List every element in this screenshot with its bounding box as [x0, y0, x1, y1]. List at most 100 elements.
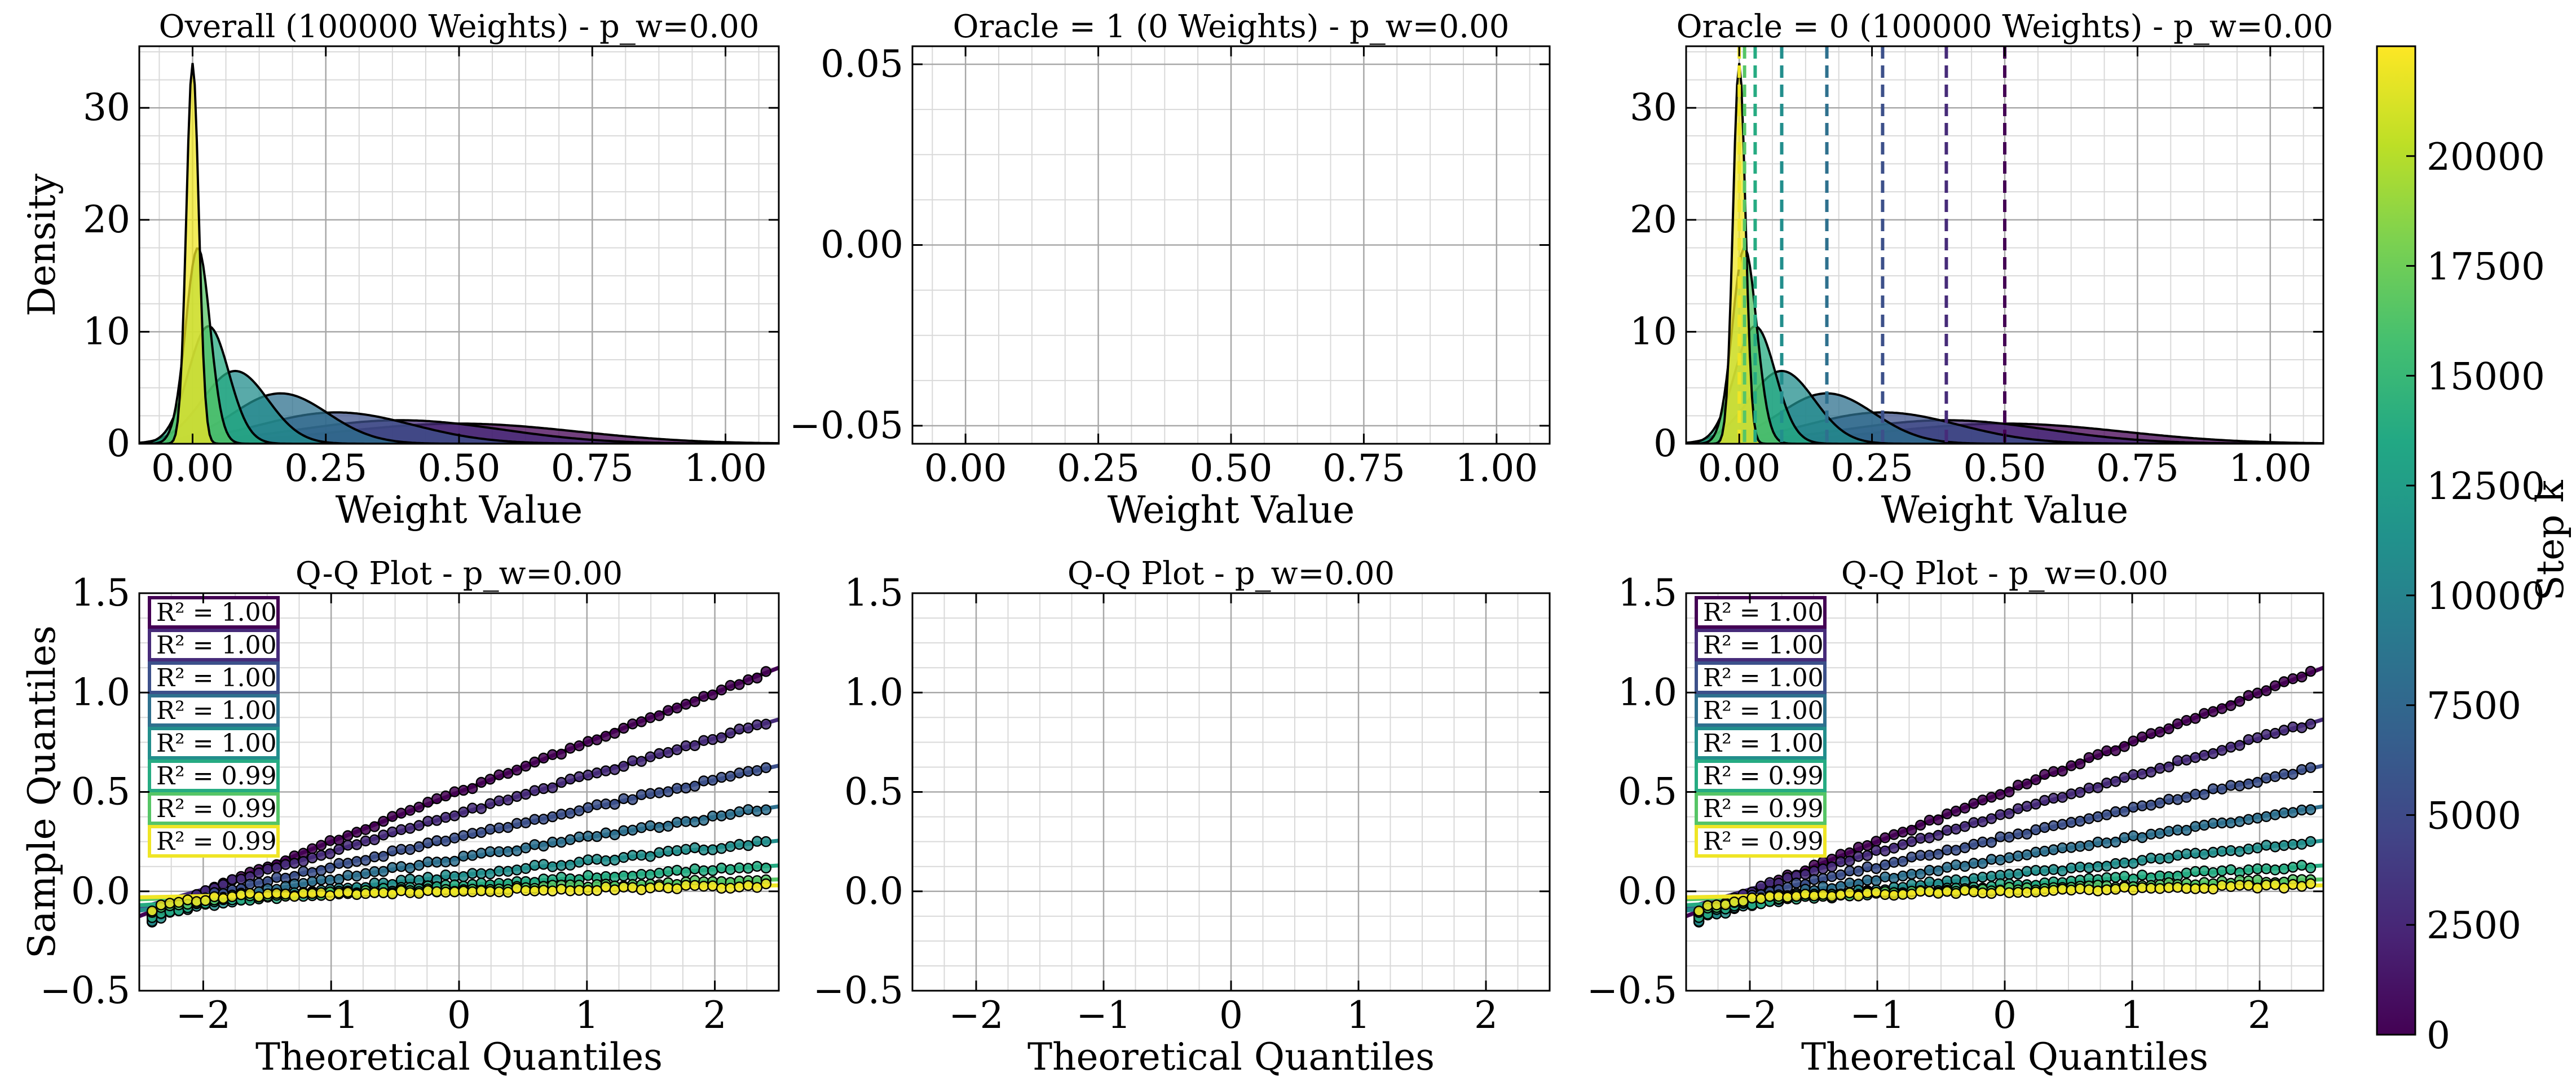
qq-point-step-11000 — [2243, 844, 2255, 855]
qq-point-step-2750 — [627, 755, 638, 767]
qq-point-step-11000 — [2296, 838, 2308, 850]
qq-point-step-0 — [547, 749, 558, 761]
qq-point-step-8250 — [502, 846, 514, 858]
qq-point-step-8250 — [600, 827, 612, 838]
y-tick-label: 30 — [83, 86, 130, 129]
qq-point-step-2750 — [680, 740, 692, 752]
qq-point-step-8250 — [1995, 854, 2006, 866]
qq-point-step-0 — [1977, 794, 1988, 806]
r2-label-step-0: R² = 1.00 — [1703, 598, 1824, 627]
qq-point-step-11000 — [2172, 850, 2184, 861]
qq-point-step-2750 — [698, 735, 709, 747]
qq-point-step-8250 — [751, 805, 763, 817]
qq-point-step-5500 — [1790, 877, 1802, 889]
qq-point-step-5500 — [467, 828, 478, 839]
qq-point-step-2750 — [2145, 766, 2157, 778]
qq-point-step-8250 — [538, 840, 549, 852]
qq-point-step-22000 — [2252, 882, 2263, 894]
qq-point-step-22000 — [2012, 886, 2024, 898]
qq-point-step-2750 — [2004, 808, 2015, 819]
qq-point-step-8250 — [1942, 862, 1953, 873]
panel-6: R² = 1.00 R² = 1.00 R² = 1.00 R² = 1.00 R² =… — [1587, 555, 2324, 1079]
qq-point-step-22000 — [2092, 885, 2103, 897]
qq-point-step-22000 — [555, 884, 567, 895]
qq-point-step-11000 — [520, 863, 531, 875]
qq-point-step-2750 — [2128, 769, 2139, 780]
qq-point-step-22000 — [1711, 899, 1722, 911]
qq-point-step-5500 — [2181, 792, 2193, 803]
qq-point-step-22000 — [413, 888, 425, 899]
panel-1: 0.00 0.25 0.50 0.75 1.00 0 10 20 30 Overall (1000… — [20, 8, 780, 532]
qq-point-step-11000 — [369, 877, 380, 889]
qq-point-step-0 — [698, 691, 709, 702]
qq-point-step-8250 — [2012, 850, 2024, 862]
qq-point-step-22000 — [449, 886, 460, 898]
qq-point-step-5500 — [2154, 797, 2165, 809]
qq-point-step-0 — [387, 811, 398, 822]
qq-point-step-5500 — [636, 789, 647, 801]
qq-point-step-5500 — [751, 765, 763, 776]
y-tick-label: −0.5 — [813, 969, 903, 1012]
qq-point-step-11000 — [2092, 861, 2103, 872]
qq-point-step-2750 — [1862, 850, 1873, 862]
qq-point-step-2750 — [2048, 792, 2059, 804]
qq-point-step-5500 — [511, 818, 523, 829]
qq-point-step-8250 — [2119, 832, 2130, 844]
y-tick-label: 0.0 — [71, 869, 130, 913]
qq-point-step-11000 — [564, 859, 576, 871]
qq-point-step-13750 — [645, 869, 656, 881]
qq-point-step-5500 — [663, 786, 674, 797]
qq-point-step-22000 — [1906, 888, 1917, 900]
qq-point-step-2750 — [2198, 749, 2210, 761]
qq-point-step-8250 — [1977, 858, 1988, 869]
qq-point-step-0 — [315, 840, 327, 851]
qq-point-step-0 — [2066, 760, 2077, 771]
r2-label-step-13750: R² = 0.99 — [1703, 762, 1824, 791]
qq-point-step-13750 — [2278, 863, 2290, 875]
qq-point-step-8250 — [2074, 841, 2086, 852]
qq-point-step-0 — [2216, 703, 2227, 714]
qq-point-step-5500 — [583, 802, 594, 814]
qq-point-step-0 — [555, 748, 567, 760]
qq-point-step-2750 — [1942, 824, 1953, 836]
qq-point-step-22000 — [574, 885, 585, 896]
qq-point-step-5500 — [2287, 769, 2299, 780]
qq-point-step-22000 — [609, 884, 620, 895]
qq-point-step-0 — [1986, 792, 1997, 803]
qq-point-step-11000 — [2190, 847, 2201, 859]
qq-point-step-0 — [2145, 728, 2157, 739]
qq-point-step-22000 — [1835, 889, 1846, 900]
qq-point-step-2750 — [484, 798, 496, 809]
qq-point-step-13750 — [2216, 865, 2227, 877]
qq-point-step-8250 — [333, 873, 345, 885]
qq-point-step-22000 — [2296, 881, 2308, 892]
qq-point-step-2750 — [2110, 776, 2121, 787]
qq-point-step-5500 — [1871, 863, 1882, 875]
qq-point-step-11000 — [2198, 849, 2210, 860]
qq-point-step-22000 — [1782, 891, 1793, 903]
qq-point-step-22000 — [307, 888, 318, 899]
qq-point-step-0 — [2021, 778, 2033, 790]
qq-point-step-0 — [618, 722, 629, 734]
qq-point-step-2750 — [547, 782, 558, 793]
panel-5: −2 −1 0 1 2 −0.5 0.0 0.5 1.0 1.5 Q-Q Plot - p_w=0.… — [813, 555, 1551, 1079]
qq-point-step-8250 — [2163, 825, 2174, 837]
qq-point-step-22000 — [1915, 885, 1926, 897]
qq-point-step-8250 — [2243, 814, 2255, 825]
qq-point-step-5500 — [1897, 855, 1908, 867]
qq-point-step-2750 — [1888, 842, 1900, 854]
r2-box-step-8250 — [148, 694, 280, 727]
qq-point-step-5500 — [698, 775, 709, 787]
qq-point-step-22000 — [1933, 888, 1944, 899]
qq-point-step-8250 — [2305, 804, 2317, 815]
panel-title: Oracle = 1 (0 Weights) - p_w=0.00 — [953, 8, 1510, 45]
qq-point-step-5500 — [1968, 838, 1979, 850]
qq-point-step-22000 — [289, 890, 300, 902]
qq-point-step-11000 — [707, 844, 718, 855]
r2-label-step-11000: R² = 1.00 — [1703, 729, 1824, 758]
qq-point-step-11000 — [671, 845, 683, 857]
qq-point-step-11000 — [2119, 857, 2130, 869]
qq-point-step-0 — [502, 767, 514, 779]
qq-point-step-13750 — [2225, 864, 2237, 876]
qq-point-step-8250 — [1924, 864, 1935, 876]
